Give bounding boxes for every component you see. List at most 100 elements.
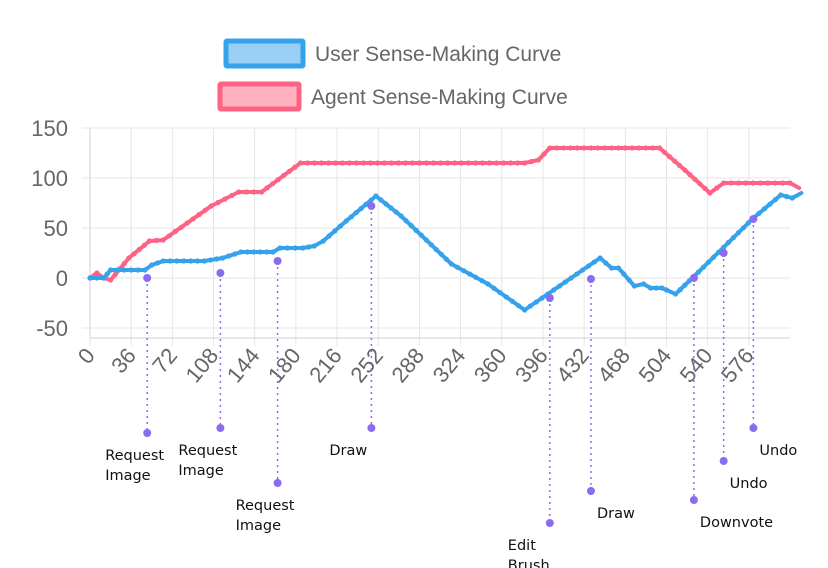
- annotation-label: Draw: [597, 506, 635, 522]
- annotation-dot-top: [273, 257, 282, 265]
- series-point-1: [126, 255, 132, 261]
- series-point-1: [622, 145, 628, 151]
- series-point-1: [629, 145, 635, 151]
- series-point-0: [358, 205, 364, 212]
- series-point-0: [232, 251, 238, 257]
- series-point-1: [190, 216, 196, 222]
- series-point-0: [647, 285, 654, 291]
- series-point-0: [641, 281, 647, 287]
- legend-swatch-user: [223, 38, 306, 69]
- annotation-dot-top: [367, 202, 376, 210]
- series-point-1: [270, 181, 276, 187]
- series-point-0: [574, 271, 580, 277]
- series-point-1: [402, 160, 409, 166]
- series-point-0: [373, 193, 379, 199]
- series-point-1: [424, 160, 430, 166]
- annotation-dot-bottom: [586, 487, 595, 495]
- series-point-0: [673, 291, 679, 297]
- series-point-1: [466, 160, 472, 166]
- series-point-0: [87, 275, 93, 281]
- series-point-0: [135, 267, 141, 273]
- series-point-0: [515, 303, 522, 309]
- series-point-0: [503, 294, 509, 300]
- series-point-0: [368, 197, 374, 203]
- series-point-0: [509, 298, 515, 304]
- series-point-1: [682, 167, 688, 173]
- series-point-0: [784, 193, 790, 200]
- series-point-1: [588, 145, 594, 151]
- series-point-1: [750, 180, 756, 186]
- series-point-0: [479, 278, 485, 284]
- series-point-1: [136, 246, 142, 253]
- series-point-1: [662, 149, 668, 155]
- series-point-0: [188, 258, 194, 264]
- series-point-1: [452, 160, 458, 166]
- series-point-0: [393, 209, 399, 215]
- series-point-0: [320, 238, 326, 244]
- annotation-dot-top: [586, 275, 595, 283]
- series-point-0: [277, 245, 283, 251]
- series-point-0: [609, 265, 615, 271]
- series-point-0: [108, 267, 114, 273]
- series-point-0: [735, 230, 742, 236]
- y-tick-label: 150: [31, 116, 68, 141]
- y-tick-label: 0: [56, 266, 68, 291]
- series-point-0: [539, 295, 545, 301]
- annotation-label: Image: [236, 518, 281, 534]
- series-point-1: [765, 180, 771, 186]
- series-point-0: [104, 271, 110, 277]
- x-tick-label: 324: [428, 343, 471, 387]
- series-point-1: [431, 160, 437, 166]
- series-point-0: [423, 237, 429, 243]
- series-point-1: [311, 160, 318, 166]
- series-point-1: [473, 160, 479, 166]
- series-point-0: [591, 259, 597, 265]
- series-point-0: [580, 267, 586, 273]
- series-point-0: [388, 205, 394, 211]
- x-tick-label: 36: [106, 343, 141, 378]
- series-point-0: [761, 206, 768, 212]
- series-point-1: [480, 160, 486, 166]
- series-point-1: [131, 251, 137, 257]
- x-tick-label: 216: [304, 343, 347, 387]
- series-point-0: [251, 249, 257, 255]
- series-point-1: [160, 237, 166, 243]
- series-point-1: [108, 277, 114, 283]
- series-point-1: [735, 180, 742, 186]
- annotation-dot-top: [749, 215, 758, 223]
- annotation-label: Edit: [508, 538, 536, 554]
- series-point-1: [339, 160, 346, 166]
- series-point-0: [214, 256, 220, 262]
- series-point-0: [551, 287, 557, 293]
- series-point-1: [574, 145, 580, 151]
- series-point-1: [166, 233, 172, 239]
- series-point-1: [215, 199, 221, 206]
- series-point-1: [707, 190, 713, 196]
- series-point-0: [311, 243, 317, 249]
- series-point-0: [730, 235, 737, 241]
- series-point-0: [533, 299, 539, 305]
- series-point-0: [378, 197, 384, 203]
- series-point-1: [332, 160, 339, 166]
- annotation-label: Image: [178, 463, 223, 479]
- series-point-0: [398, 213, 404, 219]
- series-point-0: [740, 225, 747, 231]
- annotation-label: Image: [105, 468, 150, 484]
- series-point-0: [101, 275, 107, 281]
- series-point-0: [201, 258, 207, 264]
- series-point-0: [149, 262, 155, 268]
- x-tick-label: 432: [551, 343, 594, 387]
- series-point-0: [154, 260, 161, 266]
- series-point-0: [663, 287, 670, 293]
- series-point-0: [270, 249, 276, 255]
- series-point-1: [728, 180, 734, 186]
- series-point-1: [528, 158, 535, 165]
- series-point-1: [595, 145, 601, 151]
- series-point-0: [710, 254, 717, 260]
- series-point-0: [677, 287, 683, 293]
- series-point-1: [409, 160, 416, 166]
- series-point-0: [284, 245, 291, 251]
- series-point-1: [535, 157, 542, 163]
- series-point-0: [682, 282, 688, 288]
- series-point-0: [226, 253, 232, 259]
